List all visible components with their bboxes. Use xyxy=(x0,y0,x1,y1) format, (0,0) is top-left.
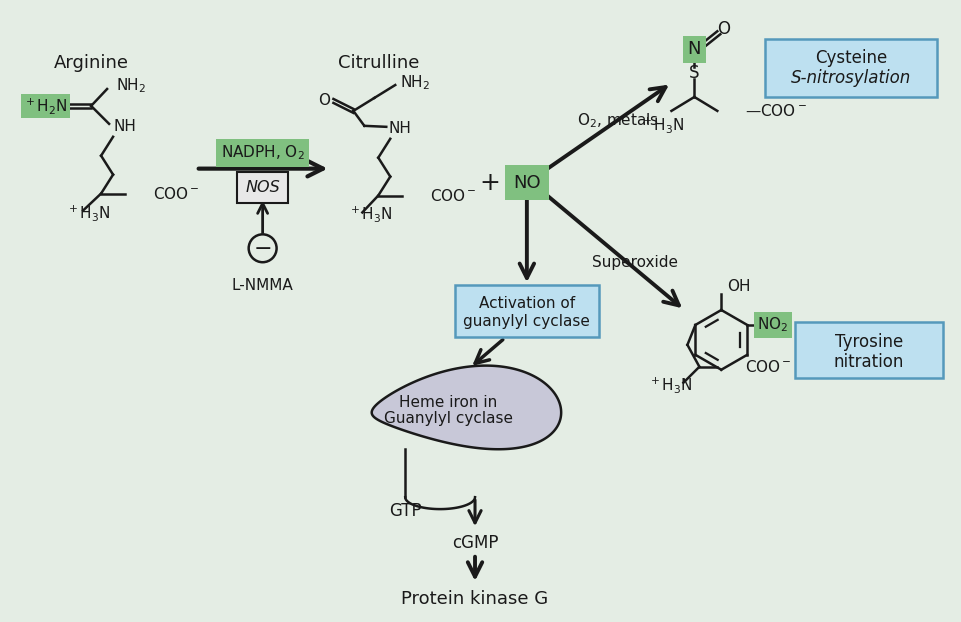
Text: NO: NO xyxy=(513,174,541,192)
Text: NH: NH xyxy=(388,121,411,136)
Text: COO$^-$: COO$^-$ xyxy=(431,187,477,203)
Text: Citrulline: Citrulline xyxy=(337,54,419,72)
Text: S-nitrosylation: S-nitrosylation xyxy=(791,69,911,87)
Polygon shape xyxy=(372,366,561,449)
Text: cGMP: cGMP xyxy=(452,534,498,552)
Text: NH$_2$: NH$_2$ xyxy=(400,73,431,93)
Text: +: + xyxy=(480,170,501,195)
Text: $^+$H$_3$N: $^+$H$_3$N xyxy=(648,374,692,395)
Text: $^+$H$_3$N: $^+$H$_3$N xyxy=(349,205,393,225)
Text: OH: OH xyxy=(727,279,751,294)
Text: Protein kinase G: Protein kinase G xyxy=(402,590,549,608)
Text: O$_2$, metals: O$_2$, metals xyxy=(577,111,659,130)
Text: NH$_2$: NH$_2$ xyxy=(116,77,146,95)
FancyBboxPatch shape xyxy=(765,39,937,97)
Text: S: S xyxy=(689,64,700,82)
Text: Cysteine: Cysteine xyxy=(815,49,887,67)
Text: COO$^-$: COO$^-$ xyxy=(153,185,200,202)
Text: O: O xyxy=(717,21,729,39)
Text: Guanylyl cyclase: Guanylyl cyclase xyxy=(383,411,512,426)
Text: $^+$H$_3$N: $^+$H$_3$N xyxy=(66,203,111,223)
Text: NH: NH xyxy=(113,119,136,134)
Text: NADPH, O$_2$: NADPH, O$_2$ xyxy=(221,143,305,162)
Text: NOS: NOS xyxy=(245,180,280,195)
FancyBboxPatch shape xyxy=(456,285,599,337)
Text: GTP: GTP xyxy=(389,502,422,520)
Text: Arginine: Arginine xyxy=(54,54,129,72)
Text: −: − xyxy=(254,239,272,259)
Circle shape xyxy=(249,234,277,262)
Text: Superoxide: Superoxide xyxy=(592,255,678,270)
Text: $^+$H$_3$N: $^+$H$_3$N xyxy=(639,115,684,135)
Text: NO$_2$: NO$_2$ xyxy=(757,315,788,334)
Text: Heme iron in: Heme iron in xyxy=(399,395,497,410)
Text: $^+$H$_2$N: $^+$H$_2$N xyxy=(23,96,68,116)
Text: nitration: nitration xyxy=(834,353,904,371)
FancyBboxPatch shape xyxy=(795,322,943,378)
Text: L-NMMA: L-NMMA xyxy=(232,277,293,292)
Text: Activation of: Activation of xyxy=(479,295,575,310)
Text: N: N xyxy=(688,40,702,58)
Text: guanylyl cyclase: guanylyl cyclase xyxy=(463,315,590,330)
Text: COO$^-$: COO$^-$ xyxy=(745,359,792,374)
Text: —COO$^-$: —COO$^-$ xyxy=(745,103,807,119)
Text: Tyrosine: Tyrosine xyxy=(835,333,903,351)
Text: O: O xyxy=(318,93,331,108)
